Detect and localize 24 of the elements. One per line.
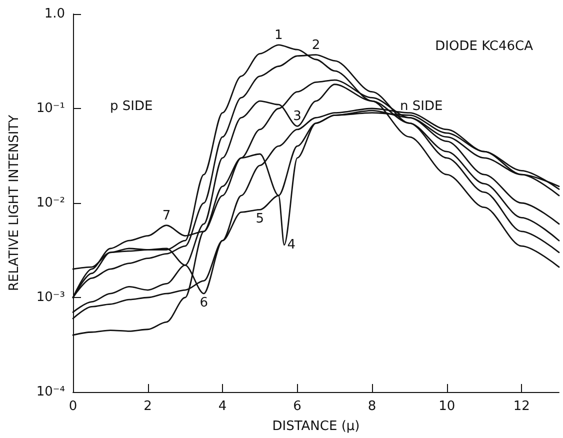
x-tick-label: 10	[438, 399, 456, 414]
series-label: 1	[274, 28, 283, 43]
series-label: 7	[162, 208, 171, 224]
annotation: DIODE KC46CA	[435, 39, 534, 54]
x-tick-label: 0	[68, 399, 78, 414]
series-label: 3	[293, 109, 302, 124]
x-axis-title: DISTANCE (μ)	[272, 419, 360, 434]
x-tick-label: 12	[513, 399, 530, 414]
x-tick-label: 2	[144, 399, 152, 414]
series-label: 4	[287, 237, 296, 252]
annotation: n SIDE	[400, 99, 443, 114]
series-label: 6	[200, 296, 208, 311]
y-tick-label: 10⁻¹	[36, 101, 65, 116]
annotation: p SIDE	[110, 99, 153, 114]
x-tick-label: 8	[368, 399, 376, 414]
x-tick-label: 6	[293, 399, 302, 414]
series-label: 5	[256, 212, 264, 227]
x-tick-label: 4	[218, 399, 227, 414]
y-tick-label: 1.0	[44, 6, 65, 22]
series-label: 2	[312, 38, 320, 53]
y-tick-label: 10⁻³	[36, 290, 65, 305]
y-axis-title: RELATIVE LIGHT INTENSITY	[7, 114, 22, 292]
y-tick-label: 10⁻²	[36, 196, 65, 210]
y-tick-label: 10⁻⁴	[36, 384, 65, 400]
